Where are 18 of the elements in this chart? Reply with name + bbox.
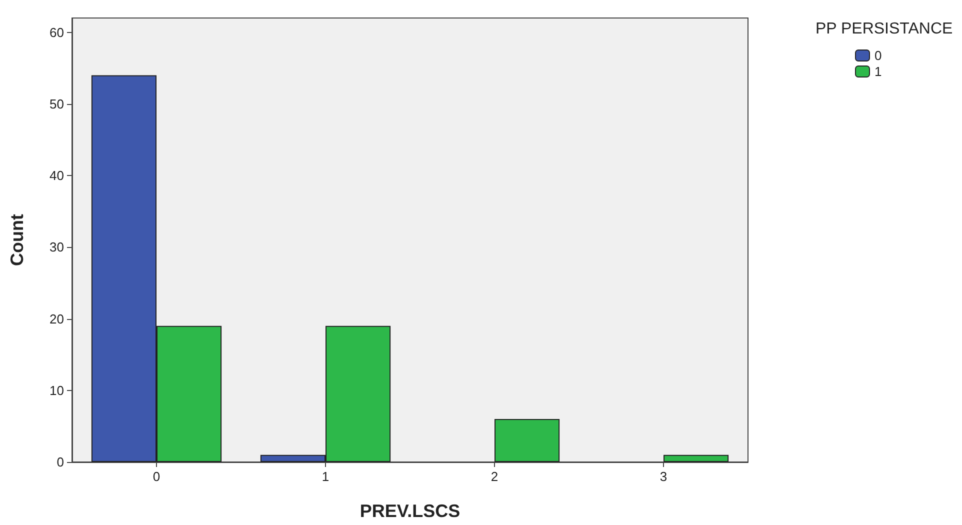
legend-label: 0 bbox=[874, 48, 882, 63]
legend-label: 1 bbox=[874, 64, 882, 79]
y-tick-label: 40 bbox=[50, 168, 64, 184]
y-tick-label: 10 bbox=[50, 382, 64, 398]
bar bbox=[494, 419, 560, 462]
y-tick-label: 30 bbox=[50, 240, 64, 255]
y-tick-label: 0 bbox=[56, 454, 64, 470]
x-tick-label: 1 bbox=[322, 469, 330, 484]
y-tick-label: 50 bbox=[50, 96, 64, 112]
y-axis-title: Count bbox=[7, 214, 27, 266]
y-tick-label: 60 bbox=[50, 24, 64, 40]
bar bbox=[664, 454, 729, 462]
x-axis-title: PREV.LSCS bbox=[360, 501, 460, 521]
y-tick-label: 20 bbox=[50, 311, 64, 326]
legend-title: PP PERSISTANCE bbox=[815, 20, 953, 38]
x-tick-label: 2 bbox=[490, 469, 498, 484]
x-tick-label: 0 bbox=[152, 469, 160, 484]
x-tick-label: 3 bbox=[660, 469, 668, 484]
